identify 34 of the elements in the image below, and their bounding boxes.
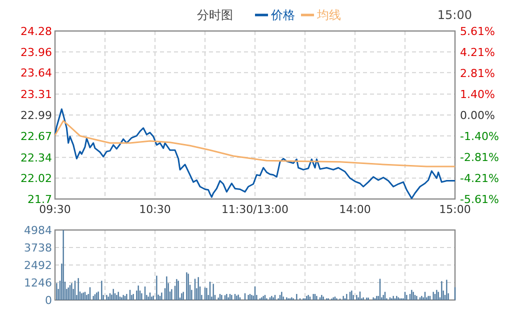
y-tick-label: 23.31 (20, 88, 52, 102)
y-tick-label: 22.67 (20, 130, 52, 143)
y2-tick-label: 4.21% (460, 46, 495, 59)
x-tick-label: 09:30 (39, 203, 71, 216)
y2-tick-label: -1.40% (460, 130, 499, 143)
x-tick-label: 11:30/13:00 (221, 203, 289, 216)
legend-label: 均线 (316, 8, 341, 22)
line-series (54, 108, 456, 200)
y2-tick-label: 0.00% (460, 109, 495, 122)
text: 15:00 (437, 8, 472, 22)
y-tick-label: 22.34 (20, 151, 52, 164)
y-tick-label: 24.28 (20, 25, 52, 38)
y2-tick-label: -2.81% (460, 151, 499, 164)
y2-tick-label: -5.61% (460, 193, 499, 206)
y2-tick-label: 5.61% (460, 25, 495, 38)
y-tick-label: 21.7 (28, 193, 52, 206)
x-tick-label: 10:30 (139, 203, 171, 216)
y-tick-label: 1246 (24, 276, 52, 290)
chart-title: 分时图 (197, 8, 233, 22)
x-tick-label: 15:00 (439, 203, 471, 216)
y-tick-label: 23.96 (20, 46, 52, 59)
y2-tick-label: 2.81% (460, 66, 495, 80)
y2-tick-label: -4.21% (460, 172, 499, 186)
line-series (54, 120, 456, 168)
y-tick-label: 22.99 (20, 109, 52, 122)
legend-label: 价格 (270, 8, 295, 22)
y-tick-label: 22.02 (20, 172, 52, 186)
y2-tick-label: 1.40% (460, 88, 495, 102)
x-tick-label: 14:00 (339, 203, 371, 216)
y-tick-label: 2492 (24, 259, 52, 272)
y-tick-label: 4984 (24, 224, 52, 237)
y-tick-label: 3738 (24, 242, 52, 254)
y-tick-label: 23.64 (20, 66, 52, 80)
y-tick-label: 0 (45, 294, 52, 307)
